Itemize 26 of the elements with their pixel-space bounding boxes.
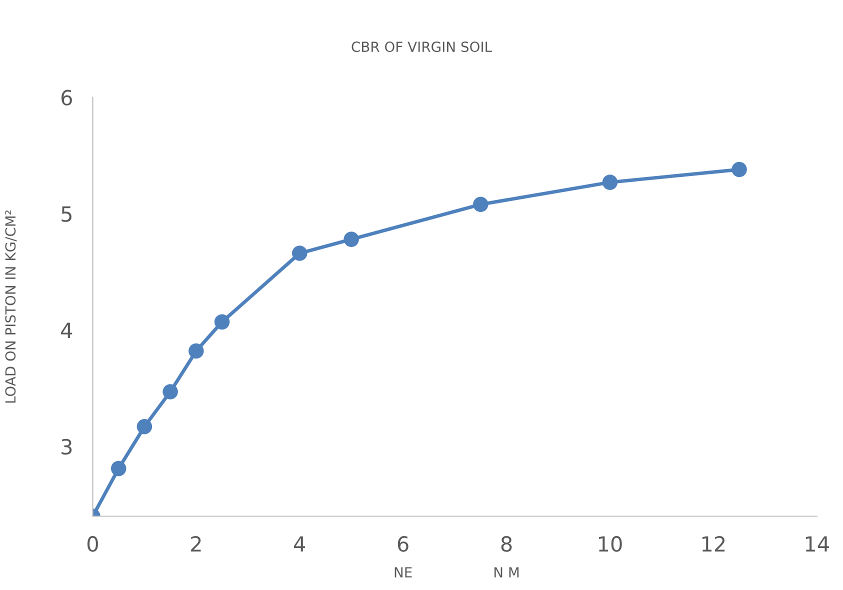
point: [162, 384, 178, 400]
point: [344, 232, 359, 247]
text: N M: [494, 567, 519, 578]
point: [292, 246, 308, 261]
y-tick-label: 3: [62, 438, 72, 455]
point: [732, 162, 747, 178]
point: [110, 460, 126, 476]
y-tick-label: 6: [61, 90, 72, 106]
y-tick-label: 5: [62, 206, 72, 222]
point: [473, 196, 488, 212]
x-tick-label: 0: [87, 536, 98, 552]
point: [136, 419, 152, 434]
x-tick-label: 6: [398, 536, 408, 552]
text: NE: [394, 567, 412, 578]
x-tick-label: 2: [191, 536, 201, 552]
y-axis-title: LOAD ON PISTON IN KG/CM²: [5, 210, 17, 403]
point: [602, 174, 618, 190]
point: [188, 343, 204, 359]
chart-title: CBR OF VIRGIN SOIL: [352, 42, 492, 52]
y-tick-label: 4: [61, 322, 72, 338]
point: [214, 314, 230, 330]
x-tick-label: 10: [599, 536, 622, 552]
x-tick-label: 14: [806, 536, 829, 552]
x-tick-label: 4: [294, 536, 306, 552]
x-tick-label: 8: [501, 536, 512, 552]
x-tick-label: 12: [702, 536, 725, 552]
